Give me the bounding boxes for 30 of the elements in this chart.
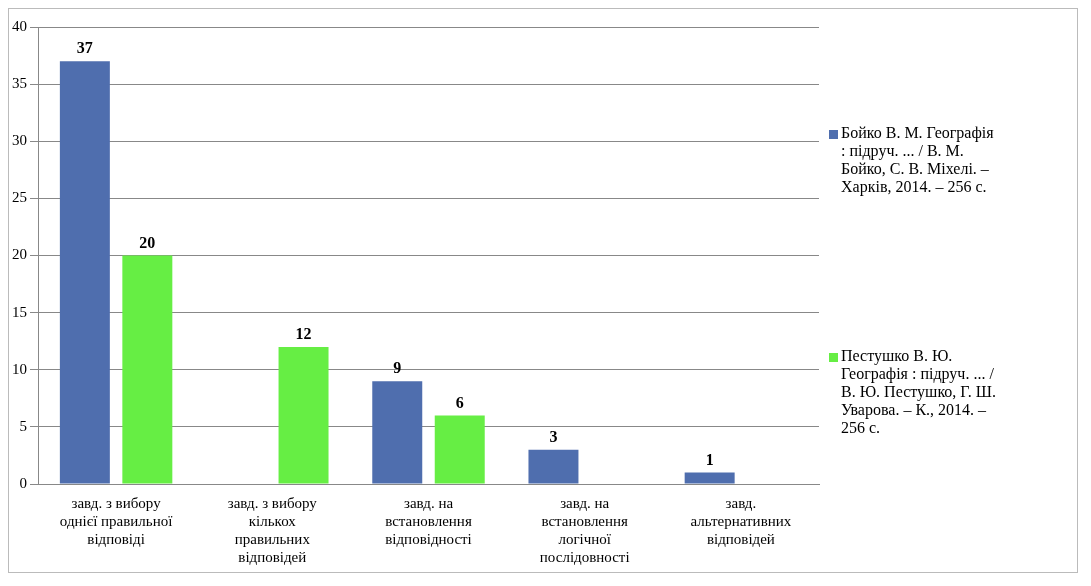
x-tick-label: завд. з вибору кількох правильних відповідей bbox=[227, 494, 318, 565]
y-tick-label: 15 bbox=[12, 303, 27, 320]
bar bbox=[122, 255, 173, 484]
data-label: 37 bbox=[76, 39, 93, 57]
y-tick-label: 40 bbox=[12, 17, 27, 34]
data-label: 3 bbox=[549, 427, 558, 445]
bar bbox=[684, 472, 735, 484]
y-tick-label: 35 bbox=[12, 75, 27, 92]
data-label: 6 bbox=[455, 393, 464, 411]
data-label: 9 bbox=[393, 359, 402, 377]
data-label: 1 bbox=[705, 450, 714, 468]
bar bbox=[372, 381, 423, 484]
y-tick-label: 20 bbox=[12, 246, 27, 263]
y-tick-label: 30 bbox=[12, 132, 27, 149]
legend-label: Бойко В. М. Географія : підруч. ... / В. М. Бойко, С. В. Міхелі. – Харків, 2014. – 256 с. bbox=[841, 124, 995, 197]
y-tick-label: 25 bbox=[12, 189, 27, 206]
x-tick-label: завд. на встановлення логічної послідовності bbox=[539, 494, 630, 565]
y-tick-label: 0 bbox=[19, 474, 27, 491]
data-label: 12 bbox=[295, 325, 312, 343]
x-tick-label: завд. альтернативних відповідей bbox=[690, 494, 792, 547]
bar bbox=[278, 346, 329, 484]
legend-label: Пестушко В. Ю. Географія : підруч. ... / В. Ю. Пестушко, Г. Ш. Уварова. – К., 2014. – 256 с. bbox=[841, 346, 997, 437]
y-tick-label: 5 bbox=[19, 417, 27, 434]
x-tick-label: завд. на встановлення відповідності bbox=[385, 494, 472, 547]
bar bbox=[59, 61, 110, 484]
x-tick-label: завд. з вибору однієї правильної відповіді bbox=[59, 494, 174, 547]
y-tick-label: 10 bbox=[12, 360, 27, 377]
bar bbox=[434, 415, 485, 484]
bar bbox=[528, 449, 579, 484]
data-label: 20 bbox=[139, 233, 156, 251]
